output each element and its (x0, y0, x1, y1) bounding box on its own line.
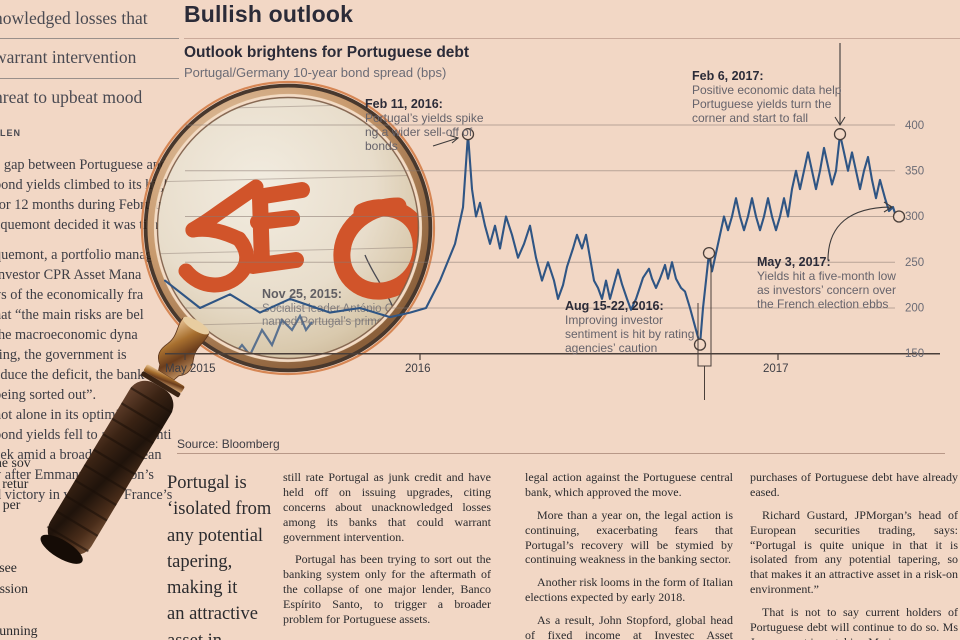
svg-text:Aug 15-22, 2016:: Aug 15-22, 2016: (565, 299, 664, 313)
svg-text:the French election ebbs: the French election ebbs (757, 297, 888, 311)
svg-text:Improving investor: Improving investor (565, 313, 663, 327)
svg-text:2016: 2016 (405, 363, 431, 375)
svg-text:ng a wider sell-off of: ng a wider sell-off of (365, 125, 473, 139)
svg-text:Portugal’s yields spike: Portugal’s yields spike (365, 111, 484, 125)
svg-text:300: 300 (905, 211, 924, 223)
svg-text:350: 350 (905, 166, 924, 178)
svg-text:as investors’ concern over: as investors’ concern over (757, 283, 896, 297)
svg-text:Feb 11, 2016:: Feb 11, 2016: (365, 97, 443, 111)
svg-text:Yields hit a five-month low: Yields hit a five-month low (757, 269, 896, 283)
svg-text:2017: 2017 (763, 363, 789, 375)
svg-text:sentiment is hit by rating: sentiment is hit by rating (565, 327, 694, 341)
svg-text:agencies’ caution: agencies’ caution (565, 341, 657, 355)
svg-text:Portuguese yields turn the: Portuguese yields turn the (692, 97, 832, 111)
svg-text:corner and start to fall: corner and start to fall (692, 111, 808, 125)
svg-text:200: 200 (905, 303, 924, 315)
svg-text:May 2015: May 2015 (165, 363, 216, 375)
svg-text:150: 150 (905, 348, 924, 360)
svg-text:250: 250 (905, 257, 924, 269)
svg-text:Positive economic data help: Positive economic data help (692, 83, 842, 97)
svg-text:400: 400 (905, 120, 924, 132)
svg-text:Feb 6, 2017:: Feb 6, 2017: (692, 69, 764, 83)
svg-text:bonds: bonds (365, 139, 398, 153)
svg-text:May 3, 2017:: May 3, 2017: (757, 255, 831, 269)
